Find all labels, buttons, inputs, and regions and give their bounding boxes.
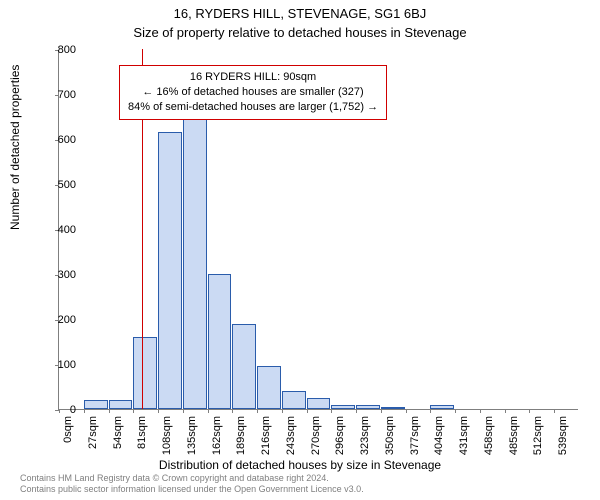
plot-region: 0sqm27sqm54sqm81sqm108sqm135sqm162sqm189… bbox=[58, 50, 578, 410]
x-tick-mark bbox=[307, 409, 308, 413]
annotation-line: 16 RYDERS HILL: 90sqm bbox=[128, 70, 378, 85]
footer-line-2: Contains public sector information licen… bbox=[20, 484, 364, 496]
y-tick-label: 200 bbox=[46, 314, 76, 326]
x-axis-label: Distribution of detached houses by size … bbox=[0, 458, 600, 472]
histogram-bar bbox=[356, 405, 380, 410]
x-tick-mark bbox=[529, 409, 530, 413]
histogram-bar bbox=[257, 366, 281, 409]
chart-title: Size of property relative to detached ho… bbox=[0, 21, 600, 40]
histogram-bar bbox=[232, 324, 256, 410]
histogram-bar bbox=[84, 400, 108, 409]
x-tick-mark bbox=[430, 409, 431, 413]
chart-area: 0sqm27sqm54sqm81sqm108sqm135sqm162sqm189… bbox=[58, 50, 578, 430]
histogram-bar bbox=[183, 112, 207, 409]
x-tick-mark bbox=[257, 409, 258, 413]
histogram-bar bbox=[430, 405, 454, 410]
y-tick-label: 700 bbox=[46, 89, 76, 101]
address-line: 16, RYDERS HILL, STEVENAGE, SG1 6BJ bbox=[0, 0, 600, 21]
x-tick-mark bbox=[381, 409, 382, 413]
x-tick-mark bbox=[158, 409, 159, 413]
x-tick-mark bbox=[331, 409, 332, 413]
annotation-box: 16 RYDERS HILL: 90sqm← 16% of detached h… bbox=[119, 65, 387, 120]
x-tick-mark bbox=[133, 409, 134, 413]
x-tick-mark bbox=[505, 409, 506, 413]
histogram-bar bbox=[381, 407, 405, 409]
histogram-bar bbox=[158, 132, 182, 409]
chart-container: 16, RYDERS HILL, STEVENAGE, SG1 6BJ Size… bbox=[0, 0, 600, 500]
y-tick-label: 600 bbox=[46, 134, 76, 146]
x-tick-mark bbox=[455, 409, 456, 413]
y-tick-label: 0 bbox=[46, 404, 76, 416]
y-tick-label: 800 bbox=[46, 44, 76, 56]
y-tick-label: 400 bbox=[46, 224, 76, 236]
footer-line-1: Contains HM Land Registry data © Crown c… bbox=[20, 473, 364, 485]
annotation-line: 84% of semi-detached houses are larger (… bbox=[128, 100, 378, 115]
histogram-bar bbox=[133, 337, 157, 409]
histogram-bar bbox=[307, 398, 331, 409]
y-tick-label: 100 bbox=[46, 359, 76, 371]
annotation-line: ← 16% of detached houses are smaller (32… bbox=[128, 85, 378, 100]
x-tick-mark bbox=[356, 409, 357, 413]
footer-credits: Contains HM Land Registry data © Crown c… bbox=[20, 473, 364, 496]
x-tick-mark bbox=[406, 409, 407, 413]
y-tick-label: 300 bbox=[46, 269, 76, 281]
x-tick-mark bbox=[109, 409, 110, 413]
y-tick-label: 500 bbox=[46, 179, 76, 191]
histogram-bar bbox=[331, 405, 355, 410]
x-tick-mark bbox=[282, 409, 283, 413]
x-tick-mark bbox=[480, 409, 481, 413]
histogram-bar bbox=[282, 391, 306, 409]
y-axis-label: Number of detached properties bbox=[8, 65, 22, 230]
histogram-bar bbox=[109, 400, 133, 409]
x-tick-mark bbox=[554, 409, 555, 413]
x-tick-mark bbox=[208, 409, 209, 413]
x-tick-mark bbox=[84, 409, 85, 413]
x-tick-mark bbox=[232, 409, 233, 413]
x-tick-mark bbox=[183, 409, 184, 413]
histogram-bar bbox=[208, 274, 232, 409]
